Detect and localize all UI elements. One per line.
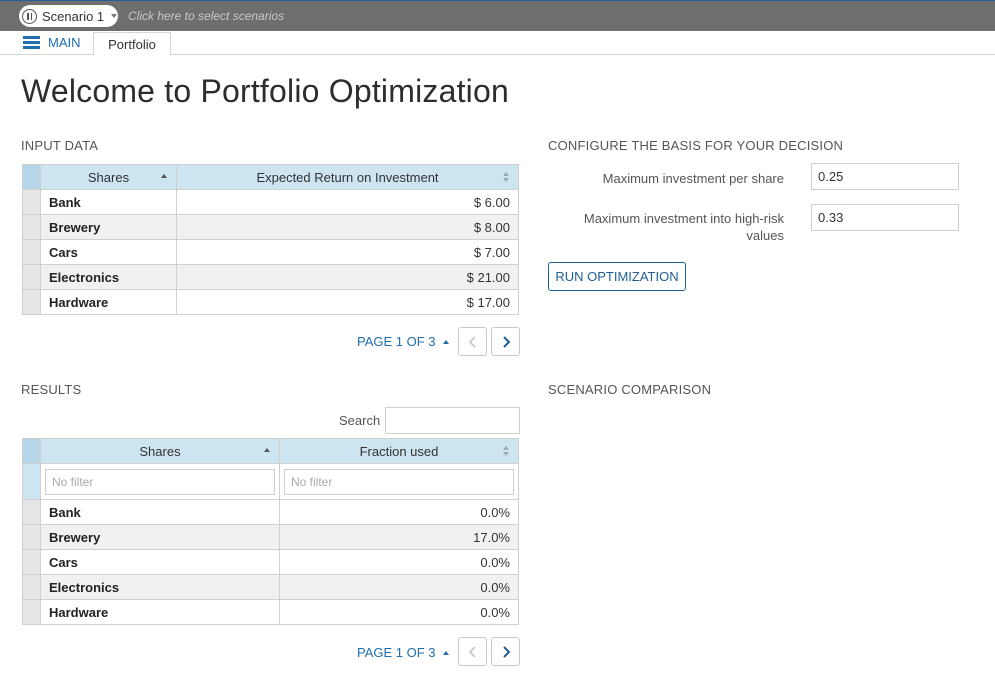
page-title: Welcome to Portfolio Optimization <box>21 73 509 109</box>
sort-asc-icon <box>161 174 167 178</box>
config-title: CONFIGURE THE BASIS FOR YOUR DECISION <box>548 138 844 153</box>
next-page-button[interactable] <box>491 327 520 356</box>
table-row[interactable]: Brewery $ 8.00 <box>22 214 519 240</box>
filter-input-fraction[interactable] <box>284 468 514 495</box>
results-pager-dropdown[interactable]: PAGE 1 OF 3 <box>357 645 449 660</box>
tab-bar: MAIN Portfolio <box>0 31 995 56</box>
column-header-label: Shares <box>87 169 130 185</box>
scenario-name: Scenario 1 <box>42 8 105 24</box>
chevron-right-icon <box>502 645 510 658</box>
row-selector[interactable] <box>22 214 41 240</box>
row-selector[interactable] <box>22 499 41 525</box>
table-row[interactable]: Brewery 17.0% <box>22 524 519 550</box>
expected-return-value[interactable]: $ 8.00 <box>176 214 519 240</box>
scenario-hint[interactable]: Click here to select scenarios <box>128 9 285 23</box>
row-selector[interactable] <box>22 549 41 575</box>
column-header-shares[interactable]: Shares <box>40 438 280 464</box>
chevron-left-icon <box>468 645 476 658</box>
expected-return-value[interactable]: $ 17.00 <box>176 289 519 315</box>
row-selector[interactable] <box>22 289 41 315</box>
table-row[interactable]: Hardware 0.0% <box>22 599 519 625</box>
table-row[interactable]: Bank $ 6.00 <box>22 189 519 215</box>
filter-input-shares[interactable] <box>45 468 275 495</box>
share-name: Bank <box>40 499 280 525</box>
input-data-table: Shares Expected Return on Investment Ban… <box>22 164 519 315</box>
fraction-value: 0.0% <box>279 499 519 525</box>
column-header-label: Expected Return on Investment <box>256 169 439 185</box>
share-name: Cars <box>40 549 280 575</box>
results-table: Shares Fraction used Bank 0.0% B <box>22 438 519 625</box>
column-header-label: Fraction used <box>359 443 439 459</box>
share-name: Hardware <box>40 599 280 625</box>
table-row[interactable]: Electronics $ 21.00 <box>22 264 519 290</box>
top-bar: Scenario 1 Click here to select scenario… <box>0 0 995 31</box>
column-header-label: Shares <box>139 443 181 459</box>
previous-page-button[interactable] <box>458 637 487 666</box>
chevron-right-icon <box>502 335 510 348</box>
results-title: RESULTS <box>21 382 82 397</box>
sort-asc-icon <box>264 448 270 452</box>
share-name: Electronics <box>40 574 280 600</box>
input-data-title: INPUT DATA <box>21 138 99 153</box>
scenario-icon <box>22 8 37 24</box>
previous-page-button[interactable] <box>458 327 487 356</box>
share-name: Electronics <box>40 264 177 290</box>
table-row[interactable]: Cars $ 7.00 <box>22 239 519 265</box>
column-header-shares[interactable]: Shares <box>40 164 177 190</box>
expected-return-value[interactable]: $ 7.00 <box>176 239 519 265</box>
table-row[interactable]: Bank 0.0% <box>22 499 519 525</box>
row-selector[interactable] <box>22 574 41 600</box>
expected-return-value[interactable]: $ 6.00 <box>176 189 519 215</box>
row-selector[interactable] <box>22 189 41 215</box>
search-input[interactable] <box>385 407 520 434</box>
share-name: Bank <box>40 189 177 215</box>
fraction-value: 0.0% <box>279 574 519 600</box>
column-header-fraction-used[interactable]: Fraction used <box>279 438 519 464</box>
max-per-share-label: Maximum investment per share <box>602 171 784 186</box>
row-selector[interactable] <box>22 239 41 265</box>
caret-up-icon <box>442 339 449 344</box>
tab-main[interactable]: MAIN <box>23 35 81 50</box>
scenario-selector[interactable]: Scenario 1 <box>19 5 118 27</box>
chevron-down-icon <box>111 14 118 18</box>
next-page-button[interactable] <box>491 637 520 666</box>
input-pager-dropdown[interactable]: PAGE 1 OF 3 <box>357 334 449 349</box>
table-row[interactable]: Hardware $ 17.00 <box>22 289 519 315</box>
fraction-value: 0.0% <box>279 549 519 575</box>
row-selector[interactable] <box>22 524 41 550</box>
filter-cell-shares <box>40 463 280 500</box>
sort-icon <box>503 172 510 183</box>
max-high-risk-label: Maximum investment into high-risk values <box>583 211 784 243</box>
max-high-risk-input[interactable] <box>811 204 959 231</box>
sort-icon <box>503 446 510 457</box>
pager-label: PAGE 1 OF 3 <box>357 645 436 660</box>
table-row[interactable]: Electronics 0.0% <box>22 574 519 600</box>
share-name: Hardware <box>40 289 177 315</box>
pager-label: PAGE 1 OF 3 <box>357 334 436 349</box>
filter-cell-fraction <box>279 463 519 500</box>
table-row[interactable]: Cars 0.0% <box>22 549 519 575</box>
share-name: Brewery <box>40 214 177 240</box>
tab-main-label: MAIN <box>48 35 81 50</box>
fraction-value: 17.0% <box>279 524 519 550</box>
menu-icon <box>23 36 40 49</box>
max-per-share-input[interactable] <box>811 163 959 190</box>
caret-up-icon <box>442 650 449 655</box>
filter-row-selector <box>22 463 41 500</box>
search-label: Search <box>339 413 381 428</box>
fraction-value: 0.0% <box>279 599 519 625</box>
chevron-left-icon <box>468 335 476 348</box>
scenario-comparison-title: SCENARIO COMPARISON <box>548 382 712 397</box>
select-all-column[interactable] <box>22 164 41 190</box>
expected-return-value[interactable]: $ 21.00 <box>176 264 519 290</box>
run-optimization-button[interactable]: RUN OPTIMIZATION <box>548 262 686 291</box>
share-name: Brewery <box>40 524 280 550</box>
row-selector[interactable] <box>22 599 41 625</box>
column-header-expected-return[interactable]: Expected Return on Investment <box>176 164 519 190</box>
tab-portfolio-label: Portfolio <box>108 36 156 52</box>
row-selector[interactable] <box>22 264 41 290</box>
tab-portfolio[interactable]: Portfolio <box>93 32 171 56</box>
select-all-column[interactable] <box>22 438 41 464</box>
share-name: Cars <box>40 239 177 265</box>
